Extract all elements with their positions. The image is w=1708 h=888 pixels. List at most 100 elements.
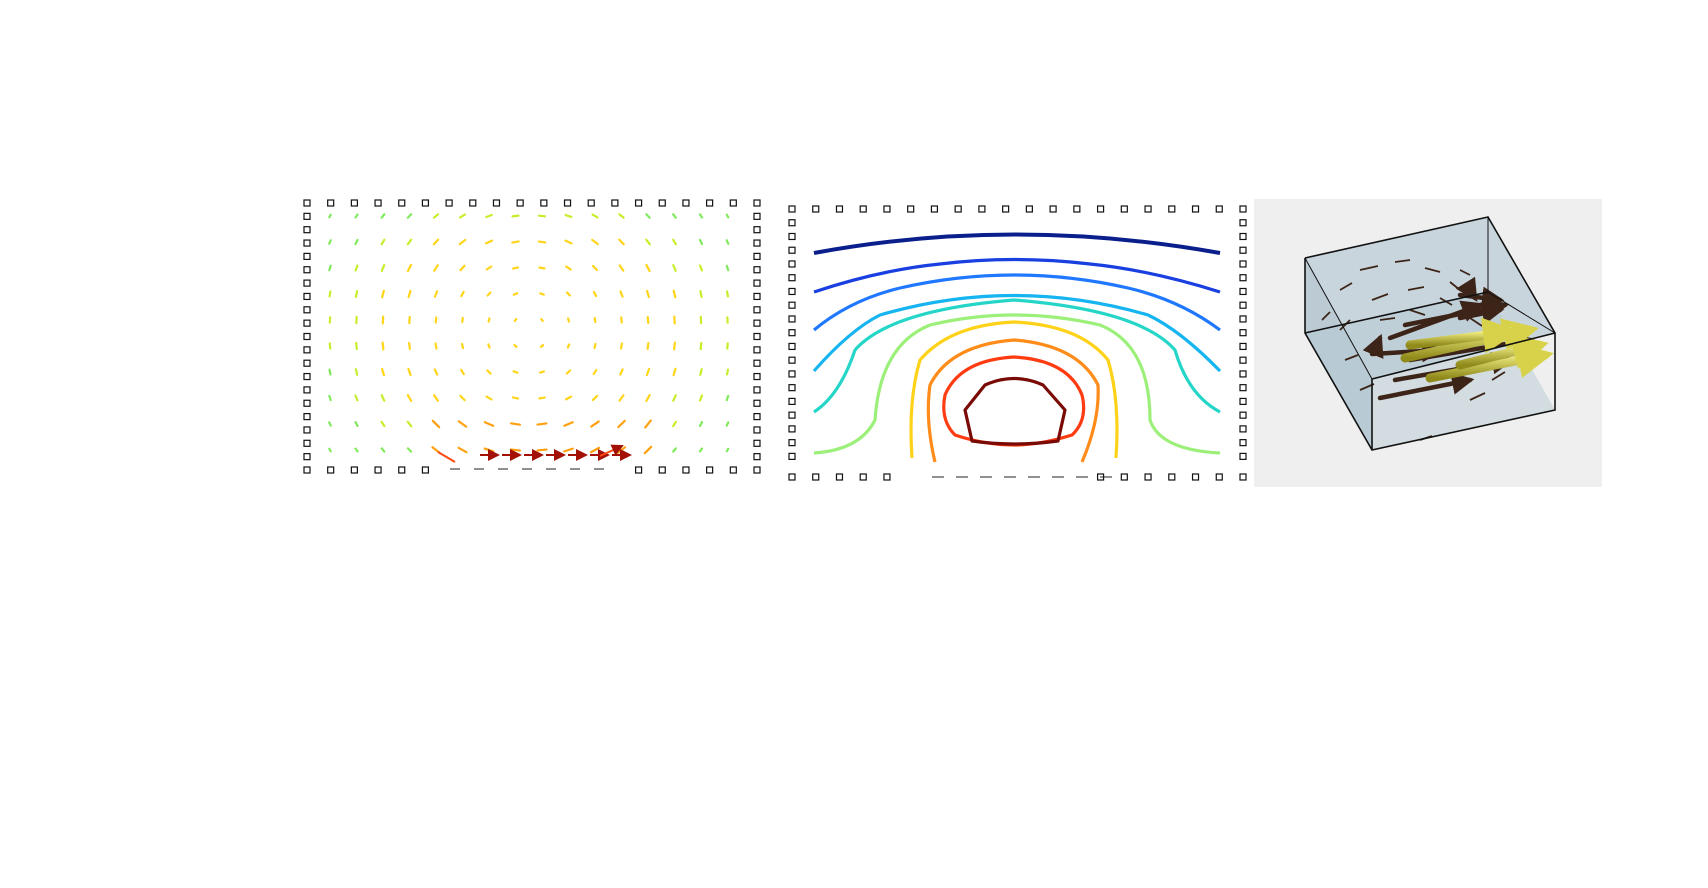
velocity-arrow [589,446,601,454]
arrow-3d-small [1394,259,1411,263]
boundary-marker [1168,473,1176,481]
boundary-marker [303,266,311,274]
boundary-marker [634,466,643,474]
boundary-marker [1239,260,1247,268]
velocity-arrow [540,317,544,323]
velocity-arrow [354,264,359,272]
boundary-marker [859,205,867,213]
velocity-arrow [406,420,413,428]
velocity-arrow [406,263,413,273]
velocity-arrow [328,290,332,298]
velocity-arrow [431,419,441,429]
boundary-marker [421,199,430,207]
velocity-arrow [328,239,332,245]
boundary-marker [1239,439,1247,447]
velocity-arrow [509,422,522,426]
velocity-arrow [618,238,625,246]
velocity-arrow [487,317,491,323]
velocity-arrow [381,289,385,299]
velocity-arrow [593,342,597,350]
boundary-marker [753,226,761,234]
velocity-arrow [564,395,573,401]
boundary-marker [753,266,761,274]
boundary-marker [1239,329,1247,337]
boundary-marker [303,386,311,394]
contour-line [942,355,1086,447]
arrow-3d-yellow [1405,317,1519,354]
velocity-arrow [433,264,439,272]
boundary-marker [788,384,796,392]
velocity-arrow [483,447,495,453]
boundary-marker [835,473,844,481]
velocity-arrow [673,341,676,351]
velocity-arrow [460,368,465,376]
boundary-markers [788,205,1247,481]
velocity-arrow [565,369,572,375]
velocity-arrow [725,213,730,219]
boundary-marker [907,205,915,213]
contour-lines [812,232,1222,463]
contour-line [812,273,1221,332]
velocity-arrow [566,317,571,323]
box-edges [1304,216,1556,451]
boundary-marker [421,466,430,474]
velocity-arrow [698,264,704,272]
boundary-marker [1239,425,1247,433]
boundary-marker [753,359,761,367]
velocity-arrow [459,394,466,402]
contour-line [812,293,1222,373]
velocity-arrow [591,238,599,246]
boundary-marker [327,199,335,207]
boundary-marker [1239,219,1247,227]
boundary-marker [753,239,761,247]
velocity-arrow [538,396,546,400]
arrow-3d-dark [1387,300,1485,341]
boundary-marker [788,425,796,433]
boundary-marker [1002,205,1010,213]
lid-arrow [437,451,456,463]
arrow-3d-small [1321,311,1331,321]
boundary-marker [1120,205,1128,213]
arrow-3d-small [1407,286,1425,291]
arrow-3d-small [1371,293,1389,301]
velocity-arrow [563,421,574,427]
velocity-arrow [536,448,548,452]
velocity-arrow [725,290,730,298]
boundary-marker [706,466,714,474]
boundary-marker [611,199,619,207]
arrow-3d-small [1344,354,1359,361]
velocity-arrow [433,290,439,298]
boundary-marker [753,332,761,341]
boundary-marker [1144,473,1152,481]
velocity-arrow [564,239,573,245]
velocity-arrow [511,214,520,218]
velocity-arrow [618,394,625,402]
arrow-3d-small [1459,269,1471,276]
boundary-marker [788,411,796,419]
boundary-marker [682,466,690,474]
velocity-arrow [485,213,493,219]
contour-line [926,338,1100,463]
velocity-arrow [511,240,520,244]
arrow-3d-yellow [1455,334,1549,370]
velocity-arrow [672,447,677,453]
velocity-arrow [484,239,494,245]
boundary-marker [753,466,761,474]
boundary-marker [753,453,761,461]
velocity-arrow [380,394,386,402]
boundary-marker [753,372,761,381]
velocity-arrow [354,420,359,428]
boundary-marker [788,473,796,481]
velocity-arrow [512,370,519,374]
boundary-markers [303,199,761,474]
contour-line [813,313,1221,455]
boundary-marker [1239,274,1247,282]
boundary-marker [753,426,761,434]
boundary-marker [303,413,311,421]
velocity-arrow [432,238,440,246]
velocity-arrows [328,213,730,470]
boundary-marker [1073,205,1081,213]
arrow-3d-dark [1457,302,1505,325]
velocity-arrow [354,447,359,453]
velocity-arrow [643,445,653,455]
